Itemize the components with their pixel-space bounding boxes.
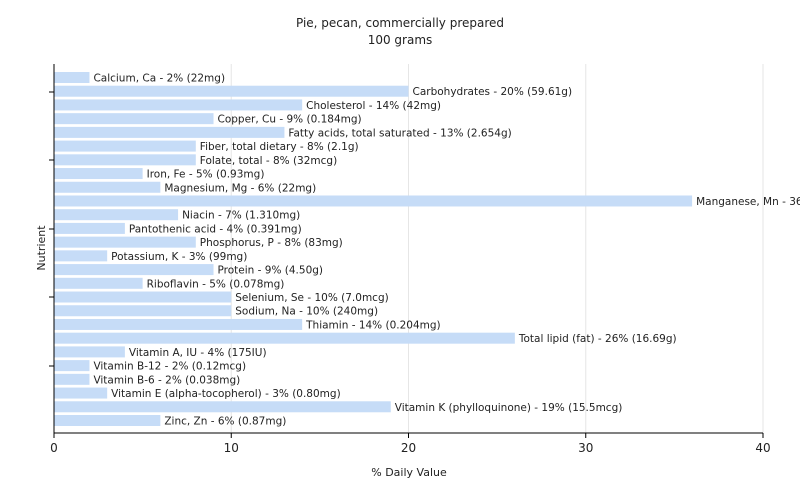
- bar-9: [54, 195, 693, 207]
- chart-subtitle: 100 grams: [368, 33, 433, 47]
- bar-label-12: Phosphorus, P - 8% (83mg): [200, 237, 343, 249]
- bar-7: [54, 168, 143, 180]
- bar-3: [54, 113, 214, 125]
- bar-16: [54, 291, 232, 303]
- bar-13: [54, 250, 108, 262]
- bar-label-22: Vitamin B-6 - 2% (0.038mg): [93, 374, 240, 386]
- bar-1: [54, 85, 409, 97]
- bar-10: [54, 209, 179, 221]
- bar-label-25: Zinc, Zn - 6% (0.87mg): [164, 416, 286, 428]
- bar-19: [54, 332, 515, 344]
- bar-label-9: Manganese, Mn - 36% (0.710mg): [696, 196, 800, 208]
- bar-label-14: Protein - 9% (4.50g): [218, 265, 324, 277]
- x-tick-label-4: 40: [755, 441, 770, 455]
- bar-label-20: Vitamin A, IU - 4% (175IU): [129, 347, 267, 359]
- bar-17: [54, 305, 232, 317]
- bar-11: [54, 222, 125, 234]
- bar-25: [54, 415, 161, 426]
- chart-title: Pie, pecan, commercially prepared: [296, 16, 504, 30]
- x-tick-label-2: 20: [401, 441, 416, 455]
- grid-lines: [230, 64, 764, 433]
- bar-label-5: Fiber, total dietary - 8% (2.1g): [200, 141, 359, 153]
- bar-label-4: Fatty acids, total saturated - 13% (2.65…: [288, 127, 511, 139]
- bar-label-24: Vitamin K (phylloquinone) - 19% (15.5mcg…: [395, 402, 623, 414]
- bar-label-0: Calcium, Ca - 2% (22mg): [93, 73, 225, 85]
- bar-label-21: Vitamin B-12 - 2% (0.12mcg): [93, 361, 246, 373]
- bar-14: [54, 264, 214, 276]
- bar-label-7: Iron, Fe - 5% (0.93mg): [147, 169, 265, 181]
- y-axis-label: Nutrient: [35, 225, 48, 271]
- x-tick-label-3: 30: [578, 441, 593, 455]
- bar-label-11: Pantothenic acid - 4% (0.391mg): [129, 223, 302, 235]
- bar-4: [54, 126, 285, 138]
- x-tick-label-0: 0: [50, 441, 58, 455]
- bar-20: [54, 346, 125, 358]
- bar-24: [54, 401, 391, 413]
- bar-18: [54, 318, 303, 330]
- bar-label-19: Total lipid (fat) - 26% (16.69g): [518, 333, 677, 345]
- bar-15: [54, 277, 143, 289]
- bar-8: [54, 181, 161, 193]
- bar-label-13: Potassium, K - 3% (99mg): [111, 251, 247, 263]
- bar-0: [54, 72, 90, 83]
- bar-label-15: Riboflavin - 5% (0.078mg): [147, 278, 285, 290]
- bar-label-1: Carbohydrates - 20% (59.61g): [413, 86, 573, 98]
- bar-label-2: Cholesterol - 14% (42mg): [306, 100, 441, 112]
- bar-label-8: Magnesium, Mg - 6% (22mg): [164, 182, 316, 194]
- bar-label-16: Selenium, Se - 10% (7.0mcg): [235, 292, 388, 304]
- bar-label-10: Niacin - 7% (1.310mg): [182, 210, 300, 222]
- axes-group: 0 10 20 30 40: [49, 64, 771, 455]
- x-axis-label: % Daily Value: [371, 466, 447, 479]
- bar-label-18: Thiamin - 14% (0.204mg): [305, 319, 441, 331]
- bar-label-17: Sodium, Na - 10% (240mg): [235, 306, 378, 318]
- x-tick-label-1: 10: [224, 441, 239, 455]
- bar-6: [54, 154, 196, 166]
- bar-12: [54, 236, 196, 248]
- bar-23: [54, 387, 108, 399]
- bars-group: Calcium, Ca - 2% (22mg) Carbohydrates - 2…: [54, 72, 800, 428]
- bar-22: [54, 373, 90, 385]
- bar-label-3: Copper, Cu - 9% (0.184mg): [218, 114, 362, 126]
- bar-5: [54, 140, 196, 152]
- bar-label-6: Folate, total - 8% (32mcg): [200, 155, 337, 167]
- bar-label-23: Vitamin E (alpha-tocopherol) - 3% (0.80m…: [111, 388, 340, 400]
- bar-21: [54, 360, 90, 372]
- bar-2: [54, 99, 303, 111]
